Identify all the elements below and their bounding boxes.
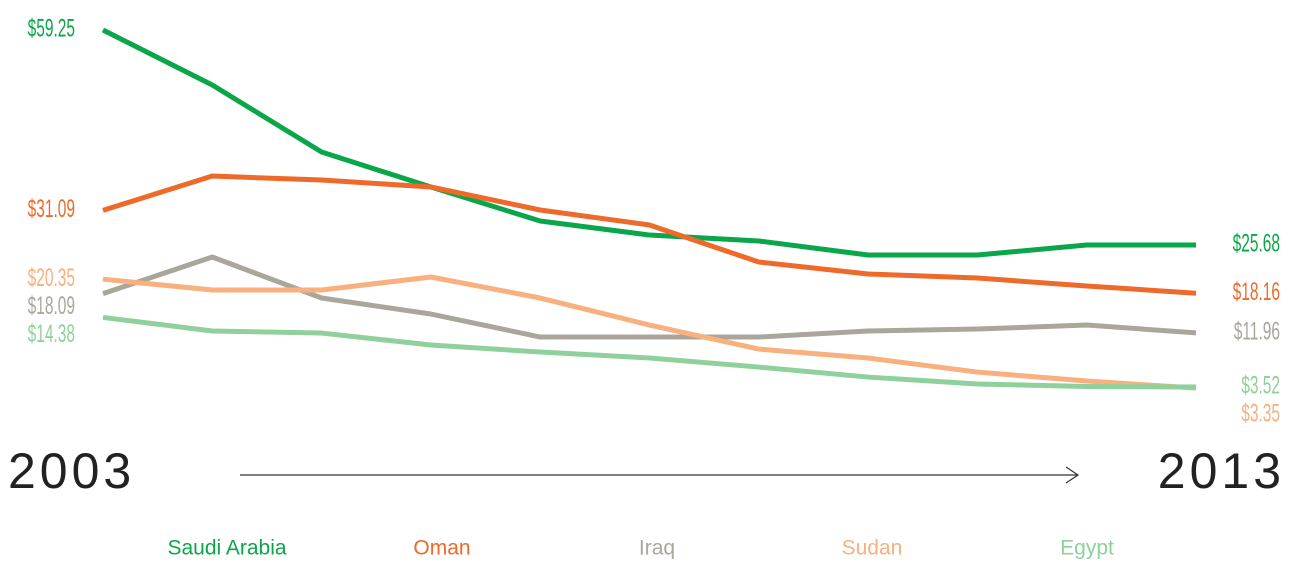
value-label: $3.52 bbox=[1241, 372, 1280, 400]
value-label: $14.38 bbox=[28, 320, 75, 348]
x-tick-label: 2003 bbox=[8, 443, 135, 499]
legend-label: Iraq bbox=[639, 537, 675, 560]
series-line bbox=[101, 27, 1196, 258]
legend-label: Egypt bbox=[1060, 537, 1114, 560]
value-label: $20.35 bbox=[28, 264, 75, 292]
arrow-head bbox=[1065, 466, 1080, 484]
x-tick-label: 2013 bbox=[1158, 443, 1285, 499]
value-label: $11.96 bbox=[1234, 318, 1280, 346]
value-label: $59.25 bbox=[28, 15, 75, 43]
series-line bbox=[102, 173, 1197, 296]
series-line bbox=[102, 274, 1197, 391]
legend-label: Sudan bbox=[842, 537, 903, 560]
value-label: $18.09 bbox=[28, 292, 75, 320]
series-line bbox=[102, 254, 1197, 340]
value-label: $18.16 bbox=[1233, 278, 1280, 306]
value-label: $25.68 bbox=[1233, 230, 1280, 258]
series-line bbox=[102, 314, 1197, 390]
value-label: $31.09 bbox=[28, 195, 75, 223]
value-label: $3.35 bbox=[1241, 400, 1280, 428]
legend-label: Saudi Arabia bbox=[167, 537, 286, 560]
legend-label: Oman bbox=[413, 537, 470, 560]
